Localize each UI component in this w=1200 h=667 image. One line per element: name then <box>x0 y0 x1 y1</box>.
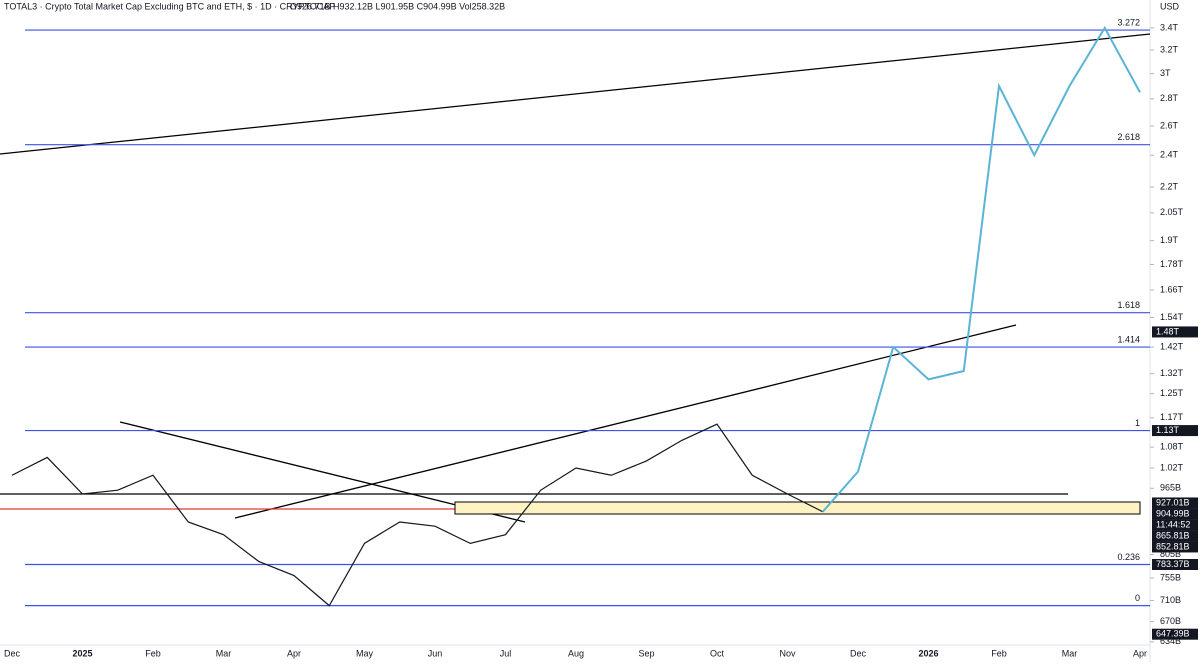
y-tick-label: 2.4T <box>1160 150 1179 160</box>
x-tick-label: Apr <box>287 648 301 658</box>
fib-label: 0 <box>1135 593 1140 603</box>
y-tick-label: 2.05T <box>1160 207 1184 217</box>
y-tick-label: 3.2T <box>1160 44 1179 54</box>
fib-label: 2.618 <box>1117 132 1140 142</box>
price-badge-label: 852.81B <box>1156 541 1190 551</box>
y-tick-label: 1.42T <box>1160 341 1184 351</box>
price-badge <box>1152 530 1198 542</box>
price-badge-label: 647.39B <box>1156 629 1190 639</box>
y-tick-label: 3.4T <box>1160 22 1179 32</box>
x-tick-label: Aug <box>568 648 584 658</box>
price-badge <box>1152 326 1198 338</box>
y-tick-label: 965B <box>1160 483 1181 493</box>
y-tick-label: 1.17T <box>1160 412 1184 422</box>
price-badge-label: 1.48T <box>1156 326 1180 336</box>
y-tick-label: 1.9T <box>1160 235 1179 245</box>
x-tick-label: Apr <box>1133 648 1147 658</box>
countdown: 11:44:52 <box>1156 519 1190 529</box>
fib-label: 1 <box>1135 418 1140 428</box>
x-tick-label: Jul <box>500 648 512 658</box>
x-tick-label: Dec <box>4 648 21 658</box>
price-badge-label: 1.13T <box>1156 425 1180 435</box>
x-tick-label: Mar <box>1062 648 1078 658</box>
x-tick-label: 2026 <box>918 648 938 658</box>
x-tick-label: 2025 <box>72 648 92 658</box>
x-tick-label: Feb <box>991 648 1007 658</box>
y-tick-label: 2.8T <box>1160 93 1179 103</box>
fib-label: 0.236 <box>1117 552 1140 562</box>
y-tick-label: 805B <box>1160 549 1181 559</box>
y-tick-label: 1.32T <box>1160 368 1184 378</box>
countdown-bg <box>1152 519 1198 531</box>
price-badge-label: 865.81B <box>1156 530 1190 540</box>
price-line <box>821 25 1141 513</box>
price-badge <box>1152 559 1198 571</box>
x-tick-label: Nov <box>779 648 796 658</box>
x-tick-label: Mar <box>216 648 232 658</box>
price-badge <box>1152 425 1198 437</box>
zone-box <box>454 501 1141 515</box>
fib-label: 1.618 <box>1117 300 1140 310</box>
y-tick-label: 1.08T <box>1160 441 1184 451</box>
trendline <box>234 324 1017 519</box>
currency: USD <box>1160 1 1180 11</box>
price-line <box>11 423 824 607</box>
price-badge <box>1152 628 1198 640</box>
y-tick-label: 3T <box>1160 68 1171 78</box>
fib-label: 3.272 <box>1117 17 1140 27</box>
y-tick-label: 755B <box>1160 572 1181 582</box>
y-tick-label: 2.2T <box>1160 181 1179 191</box>
y-tick-label: 2.6T <box>1160 120 1179 130</box>
y-tick-label: 1.78T <box>1160 259 1184 269</box>
y-tick-label: 710B <box>1160 595 1181 605</box>
y-tick-label: 1.02T <box>1160 462 1184 472</box>
symbol: TOTAL3 · Crypto Total Market Cap Excludi… <box>4 1 335 11</box>
trendline <box>0 33 1151 155</box>
price-badge-label: 927.01B <box>1156 497 1190 507</box>
x-tick-label: Dec <box>850 648 867 658</box>
x-tick-label: Feb <box>145 648 161 658</box>
x-tick-label: Oct <box>710 648 725 658</box>
y-tick-label: 1.66T <box>1160 284 1184 294</box>
x-tick-label: May <box>356 648 374 658</box>
fib-label: 1.414 <box>1117 334 1140 344</box>
y-tick-label: 1.54T <box>1160 312 1184 322</box>
price-badge <box>1152 497 1198 509</box>
price-badge <box>1152 508 1198 520</box>
price-badge-label: 904.99B <box>1156 508 1190 518</box>
price-badge <box>1152 541 1198 553</box>
y-tick-label: 670B <box>1160 616 1181 626</box>
ohlc: O926.71B H932.12B L901.95B C904.99B Vol2… <box>290 1 505 11</box>
x-tick-label: Sep <box>638 648 654 658</box>
x-tick-label: Jun <box>428 648 443 658</box>
y-tick-label: 634B <box>1160 636 1181 646</box>
y-tick-label: 1.25T <box>1160 388 1184 398</box>
price-badge-label: 783.37B <box>1156 559 1190 569</box>
